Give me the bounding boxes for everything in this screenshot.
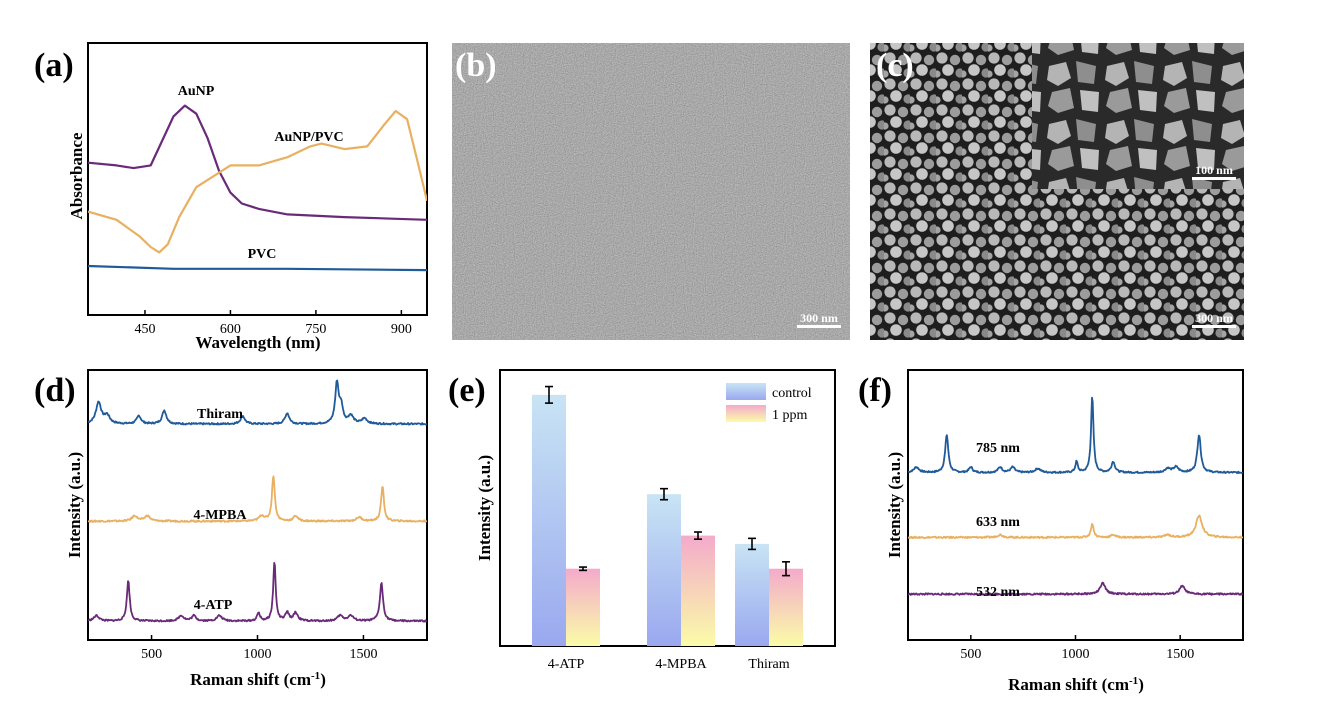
bar-1-ppm-4-atp xyxy=(566,568,600,646)
sem-image-b xyxy=(452,43,850,340)
bar-control-4-mpba xyxy=(647,494,681,646)
legend-e: control 1 ppm xyxy=(726,383,812,423)
x-tick-label-f-500: 500 xyxy=(960,647,981,662)
series-label-4atp: 4-ATP xyxy=(194,598,233,613)
panel-letter-f: (f) xyxy=(858,372,892,409)
bar-control-4-atp xyxy=(532,394,566,646)
series-label-633: 633 nm xyxy=(976,515,1020,530)
scale-bar-c xyxy=(1192,325,1236,328)
panel-letter-c: (c) xyxy=(876,47,914,84)
x-tick-label-a-600: 600 xyxy=(220,322,241,337)
panel-a: 450 600 750 900 Absorbance Wavelength (nm) … xyxy=(34,42,428,352)
y-axis-label-d: Intensity (a.u.) xyxy=(65,452,84,558)
x-tick-label-a-750: 750 xyxy=(305,322,326,337)
inset-scale-bar xyxy=(1192,177,1236,180)
panel-c-sem: 100 nm 300 nm (c) xyxy=(870,43,1244,340)
plot-frame-a xyxy=(87,42,428,316)
panel-d: 500 1000 1500 Thiram 4-MPBA 4-ATP Intensit… xyxy=(34,369,428,689)
scale-label-c: 300 nm xyxy=(1195,311,1233,325)
legend-swatch-control xyxy=(726,383,766,400)
series-label-532: 532 nm xyxy=(976,585,1020,600)
x-tick-label-a-900: 900 xyxy=(391,322,412,337)
panel-b-sem: 300 nm (b) xyxy=(452,43,850,340)
bar-1-ppm-4-mpba xyxy=(681,535,715,646)
x-axis-label-d: Raman shift (cm-1) xyxy=(190,670,326,689)
series-label-aunp-pvc: AuNP/PVC xyxy=(274,130,343,145)
series-label-4mpba: 4-MPBA xyxy=(194,508,248,523)
spectrum-d-4-atp xyxy=(88,562,427,623)
spectrum-f-785-nm xyxy=(908,396,1243,475)
bar-1-ppm-thiram xyxy=(769,568,803,646)
spectrum-d-4-mpba xyxy=(88,475,427,523)
legend-swatch-1ppm xyxy=(726,405,766,422)
x-tick-label-d-1000: 1000 xyxy=(244,647,272,662)
spectrum-f-532-nm xyxy=(908,581,1243,596)
series-line-pvc xyxy=(88,264,427,272)
inset-scale-label: 100 nm xyxy=(1195,163,1233,177)
y-axis-label-f: Intensity (a.u.) xyxy=(885,452,904,558)
x-tick-label-f-1000: 1000 xyxy=(1062,647,1090,662)
x-tick-label-a-450: 450 xyxy=(134,322,155,337)
series-label-thiram: Thiram xyxy=(197,407,243,422)
y-axis-label-a: Absorbance xyxy=(67,132,86,219)
x-tick-label-d-500: 500 xyxy=(141,647,162,662)
legend-label-1ppm: 1 ppm xyxy=(772,408,808,423)
panel-f: 500 1000 1500 785 nm 633 nm 532 nm Intensi… xyxy=(858,369,1244,694)
plot-frame-f xyxy=(907,369,1244,641)
series-line-aunp-pvc xyxy=(88,109,427,254)
scale-bar-b xyxy=(797,325,841,328)
panel-letter-a: (a) xyxy=(34,47,74,84)
category-label-thiram: Thiram xyxy=(748,657,789,672)
bar-control-thiram xyxy=(735,543,769,646)
plot-frame-d xyxy=(87,369,428,641)
scale-label-b: 300 nm xyxy=(800,311,838,325)
x-tick-label-d-1500: 1500 xyxy=(349,647,377,662)
category-label-4-mpba: 4-MPBA xyxy=(655,657,707,672)
sem-inset-c xyxy=(1032,43,1244,189)
x-axis-label-a: Wavelength (nm) xyxy=(195,333,320,352)
panel-letter-b: (b) xyxy=(455,47,497,84)
series-label-aunp: AuNP xyxy=(178,84,215,99)
x-tick-label-f-1500: 1500 xyxy=(1166,647,1194,662)
category-label-4-atp: 4-ATP xyxy=(548,657,585,672)
legend-label-control: control xyxy=(772,386,812,401)
spectrum-f-633-nm xyxy=(908,514,1243,540)
y-axis-label-e: Intensity (a.u.) xyxy=(475,455,494,561)
spectrum-d-thiram xyxy=(88,379,427,426)
series-label-785: 785 nm xyxy=(976,441,1020,456)
panel-letter-d: (d) xyxy=(34,372,76,409)
panel-letter-e: (e) xyxy=(448,372,486,409)
panel-e: 4-ATP 4-MPBA Thiram control 1 ppm Intensit… xyxy=(448,369,836,672)
series-line-aunp xyxy=(88,104,427,221)
series-label-pvc: PVC xyxy=(248,247,277,262)
x-axis-label-f: Raman shift (cm-1) xyxy=(1008,675,1144,694)
